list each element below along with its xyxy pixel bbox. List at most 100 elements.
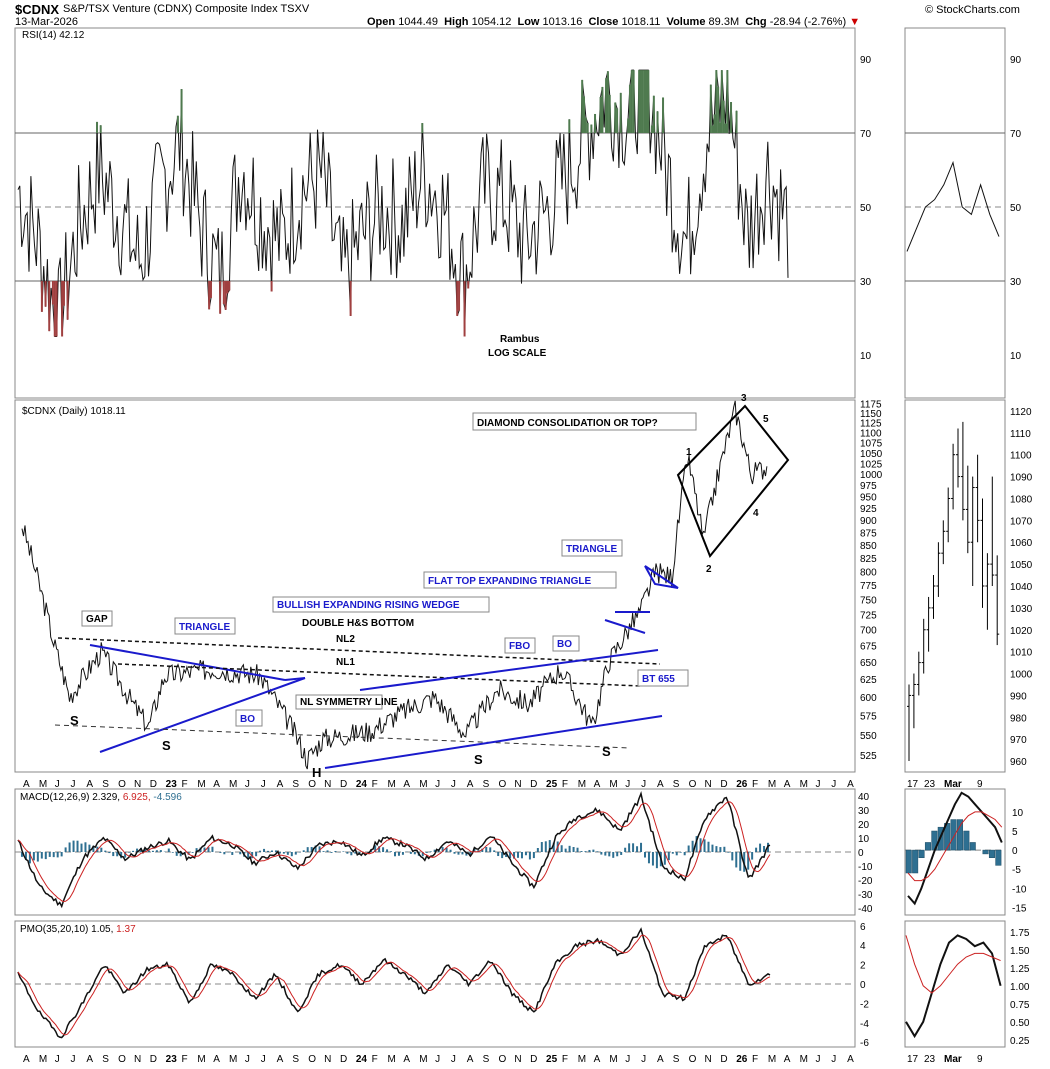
price-x-tick: A xyxy=(213,779,220,790)
price-x-tick: A xyxy=(467,779,474,790)
price-x-tick: F xyxy=(181,779,187,790)
pmo-x-tick: 26 xyxy=(736,1054,748,1065)
rsi-tick-label: 30 xyxy=(860,277,872,288)
zoom-price-tick-label: 1050 xyxy=(1010,560,1033,571)
annotation-bt-655: BT 655 xyxy=(642,674,675,685)
zoom-rsi-tick-label: 50 xyxy=(1010,203,1022,214)
pmo-x-tick: O xyxy=(308,1054,316,1065)
price-x-tick: J xyxy=(55,779,60,790)
zoom-pmo-x-tick: 17 xyxy=(907,1054,919,1065)
annotation-nl2: NL2 xyxy=(336,634,355,645)
zoom-price-tick-label: 990 xyxy=(1010,691,1027,702)
price-x-tick: J xyxy=(641,779,646,790)
macd-tick-label: -30 xyxy=(858,890,873,901)
wedge-lower-line xyxy=(324,715,663,769)
annotation-nl-symmetry: NL SYMMETRY LINE xyxy=(300,697,398,708)
ohlc-readout: Open 1044.49 High 1054.12 Low 1013.16 Cl… xyxy=(367,16,861,28)
rsi-tick-label: 90 xyxy=(860,55,872,66)
zoom-macd-histogram-bar xyxy=(982,849,989,855)
triangle-upper-line xyxy=(89,644,286,681)
zoom-pmo-line xyxy=(905,934,1002,1039)
annotation-s-1: S xyxy=(70,713,79,728)
zoom-pmo-tick-label: 1.00 xyxy=(1010,982,1030,993)
zoom-pmo-tick-label: 0.25 xyxy=(1010,1036,1030,1047)
zoom-macd-tick-label: -10 xyxy=(1012,884,1027,895)
annotation-bo-2: BO xyxy=(557,639,572,650)
zoom-macd-histogram-bar xyxy=(924,842,931,851)
zoom-pmo-signal-line xyxy=(905,935,1001,994)
price-x-tick: 25 xyxy=(546,779,558,790)
price-tick-label: 850 xyxy=(860,541,877,552)
zoom-price-tick-label: 980 xyxy=(1010,713,1027,724)
pmo-x-tick: F xyxy=(181,1054,187,1065)
nl-symmetry-dashed-line xyxy=(54,724,631,749)
price-x-tick: J xyxy=(245,779,250,790)
price-x-tick: J xyxy=(815,779,820,790)
rsi-line xyxy=(17,69,789,337)
rsi-panel xyxy=(14,27,856,399)
price-x-tick: A xyxy=(594,779,601,790)
annotation-flat-top: FLAT TOP EXPANDING TRIANGLE xyxy=(428,576,591,587)
pmo-x-tick: S xyxy=(292,1054,299,1065)
zoom-macd-histogram-bar xyxy=(969,842,976,851)
price-tick-label: 1150 xyxy=(860,409,882,420)
price-line xyxy=(21,400,768,770)
pmo-x-tick: F xyxy=(752,1054,758,1065)
price-tick-label: 750 xyxy=(860,596,877,607)
annotation-point-1: 1 xyxy=(686,447,692,458)
price-tick-label: 975 xyxy=(860,481,877,492)
price-x-tick: N xyxy=(514,779,521,790)
price-x-tick: M xyxy=(39,779,47,790)
price-x-tick: 23 xyxy=(166,779,178,790)
zoom-macd-tick-label: 10 xyxy=(1012,808,1024,819)
price-x-tick: D xyxy=(340,779,347,790)
zoom-price-tick-label: 1040 xyxy=(1010,582,1033,593)
zoom-price-tick-label: 970 xyxy=(1010,735,1027,746)
nl1-dashed-line xyxy=(117,663,641,687)
price-x-tick: A xyxy=(657,779,664,790)
annotation-point-3: 3 xyxy=(741,393,747,404)
zoom-macd-tick-label: 5 xyxy=(1012,827,1018,838)
zoom-price-tick-label: 1070 xyxy=(1010,516,1033,527)
price-x-tick: O xyxy=(118,779,126,790)
zoom-price-x-tick: 17 xyxy=(907,779,919,790)
annotation-triangle: TRIANGLE xyxy=(179,622,230,633)
annotation-s-2: S xyxy=(162,738,171,753)
rsi-tick-label: 70 xyxy=(860,129,872,140)
zoom-macd-panel xyxy=(904,788,1006,916)
pmo-x-tick: A xyxy=(23,1054,30,1065)
price-x-tick: J xyxy=(71,779,76,790)
pmo-x-tick: D xyxy=(340,1054,347,1065)
header-symbol: $CDNX xyxy=(15,2,60,17)
pmo-x-tick: J xyxy=(245,1054,250,1065)
pmo-x-tick: 25 xyxy=(546,1054,558,1065)
zoom-price-tick-label: 1020 xyxy=(1010,626,1033,637)
pmo-x-tick: F xyxy=(372,1054,378,1065)
macd-legend-histogram: -4.596 xyxy=(153,792,182,803)
header-date: 13-Mar-2026 xyxy=(15,16,78,28)
price-x-tick: D xyxy=(150,779,157,790)
annotation-bo-2-box xyxy=(552,635,580,652)
annotation-point-5: 5 xyxy=(763,414,769,425)
pmo-x-tick: A xyxy=(86,1054,93,1065)
pmo-x-tick: M xyxy=(197,1054,205,1065)
pmo-x-tick: J xyxy=(435,1054,440,1065)
zoom-macd-tick-label: -5 xyxy=(1012,865,1021,876)
price-x-tick: A xyxy=(403,779,410,790)
zoom-pmo-x-tick: 23 xyxy=(924,1054,936,1065)
price-x-tick: D xyxy=(720,779,727,790)
triangle-lower-line xyxy=(99,677,306,753)
annotation-flat-top-box xyxy=(423,571,617,589)
annotation-bullish-wedge: BULLISH EXPANDING RISING WEDGE xyxy=(277,600,460,611)
zoom-macd-histogram-bar xyxy=(956,819,963,851)
price-tick-label: 550 xyxy=(860,731,877,742)
annotation-diamond: DIAMOND CONSOLIDATION OR TOP? xyxy=(477,418,658,429)
price-x-tick: A xyxy=(847,779,854,790)
price-tick-label: 675 xyxy=(860,641,877,652)
pmo-tick-label: -2 xyxy=(860,999,869,1010)
pmo-x-tick: M xyxy=(419,1054,427,1065)
price-tick-label: 800 xyxy=(860,567,877,578)
pmo-tick-label: 4 xyxy=(860,941,866,952)
pmo-x-tick: M xyxy=(39,1054,47,1065)
price-x-tick: M xyxy=(229,779,237,790)
